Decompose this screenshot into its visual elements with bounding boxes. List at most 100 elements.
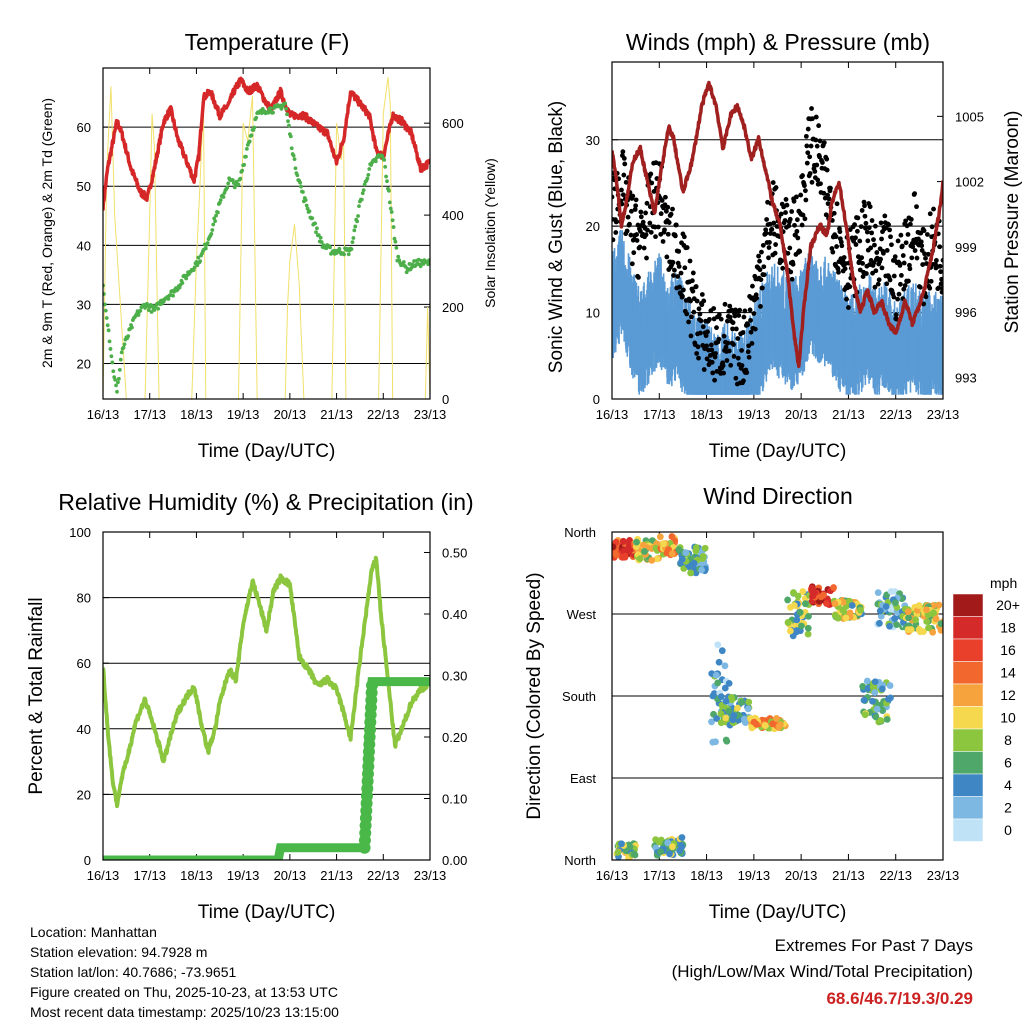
x-tick-label: 16/13: [87, 868, 120, 883]
direction-point: [676, 847, 683, 855]
panel-winds: Winds (mph) & Pressure (mb) 0 10 20 30 993 996…: [546, 29, 1023, 462]
direction-point: [666, 850, 673, 858]
gust-point: [788, 269, 794, 275]
gust-point: [937, 263, 943, 269]
gust-point: [927, 211, 933, 217]
direction-point: [859, 683, 867, 690]
gust-point: [756, 253, 761, 259]
gust-point: [751, 311, 757, 316]
dewpoint-point: [194, 260, 199, 264]
x-tick-label: 22/13: [879, 868, 912, 883]
gust-point: [888, 234, 893, 240]
gust-point: [914, 255, 920, 261]
direction-point: [877, 612, 885, 620]
gust-point: [741, 378, 746, 384]
dewpoint-point: [252, 125, 257, 130]
plot-frame: [611, 531, 944, 861]
dewpoint-point: [384, 174, 388, 179]
gust-point: [784, 202, 790, 208]
dewpoint-point: [391, 225, 396, 229]
gust-point: [931, 206, 936, 212]
gust-point: [737, 307, 743, 313]
gust-point: [804, 160, 810, 166]
direction-point: [830, 584, 837, 591]
dewpoint-point: [116, 380, 120, 385]
gust-point: [861, 199, 867, 205]
direction-point: [657, 848, 664, 856]
direction-point: [925, 624, 932, 632]
direction-point: [677, 842, 685, 849]
gust-point: [810, 116, 815, 122]
direction-point: [713, 715, 721, 722]
gust-point: [635, 222, 641, 228]
gust-point: [882, 213, 888, 219]
dewpoint-point: [244, 146, 249, 151]
dewpoint-point: [367, 167, 372, 171]
direction-point: [656, 533, 664, 541]
gust-point: [875, 281, 881, 287]
direction-point: [633, 538, 640, 546]
gust-point: [689, 314, 694, 320]
gust-point: [754, 295, 760, 301]
dewpoint-point: [196, 255, 201, 260]
direction-point: [786, 627, 794, 635]
direction-point: [621, 552, 629, 560]
direction-point: [717, 693, 725, 701]
y-right-tick-label: 0.10: [442, 791, 467, 806]
x-tick-label: 22/13: [879, 407, 912, 422]
gust-point: [855, 228, 860, 234]
plot-frame: [611, 61, 944, 400]
gust-point: [645, 227, 650, 233]
direction-point: [869, 697, 876, 705]
x-tick-label: 21/13: [832, 868, 865, 883]
x-tick-label: 21/13: [320, 868, 353, 883]
gust-point: [773, 242, 779, 247]
y-tick-label: 0: [593, 392, 600, 407]
dewpoint-point: [291, 153, 296, 158]
dewpoint-point: [244, 154, 248, 159]
direction-point: [817, 593, 825, 601]
gust-point: [628, 208, 634, 214]
y-right-tick-label: 996: [955, 305, 977, 320]
direction-point: [831, 611, 839, 619]
panel-wind-direction: Wind DirectionNorthEastSouthWestNorth16/…: [524, 483, 1020, 923]
y-tick-label: 30: [586, 133, 600, 148]
direction-point: [804, 624, 812, 632]
direction-point: [831, 600, 839, 608]
gust-point: [714, 325, 719, 331]
dewpoint-point: [211, 222, 216, 227]
gust-point: [825, 201, 831, 207]
gust-point: [701, 367, 707, 372]
dewpoint-point: [117, 367, 122, 372]
dewpoint-point: [337, 246, 342, 251]
dewpoint-point: [292, 157, 297, 162]
gust-point: [716, 336, 722, 342]
gust-point: [750, 283, 755, 289]
x-tick-label: 16/13: [596, 407, 629, 422]
panel-temperature: Temperature (F)2030405060020040060016/13…: [39, 29, 498, 462]
gust-point: [689, 278, 695, 284]
gust-point: [612, 237, 616, 243]
dewpoint-point: [103, 292, 106, 296]
gust-point: [807, 154, 813, 160]
x-tick-label: 19/13: [738, 868, 771, 883]
gust-point: [824, 156, 830, 162]
direction-point: [692, 547, 700, 555]
gust-point: [839, 243, 845, 249]
gust-point: [633, 197, 639, 203]
direction-point: [871, 678, 879, 686]
dewpoint-point: [271, 110, 275, 115]
gust-point: [643, 232, 649, 238]
dewpoint-point: [136, 313, 141, 317]
gust-point: [857, 238, 863, 244]
gust-point: [779, 258, 785, 264]
direction-point: [876, 607, 884, 615]
legend-label: 16: [1000, 642, 1016, 658]
gust-point: [663, 208, 669, 214]
direction-point: [730, 712, 738, 719]
gust-point: [746, 354, 752, 360]
direction-point: [846, 609, 854, 617]
legend-swatch: [952, 818, 984, 842]
legend-label: 14: [1000, 665, 1016, 681]
gust-point: [659, 198, 665, 203]
